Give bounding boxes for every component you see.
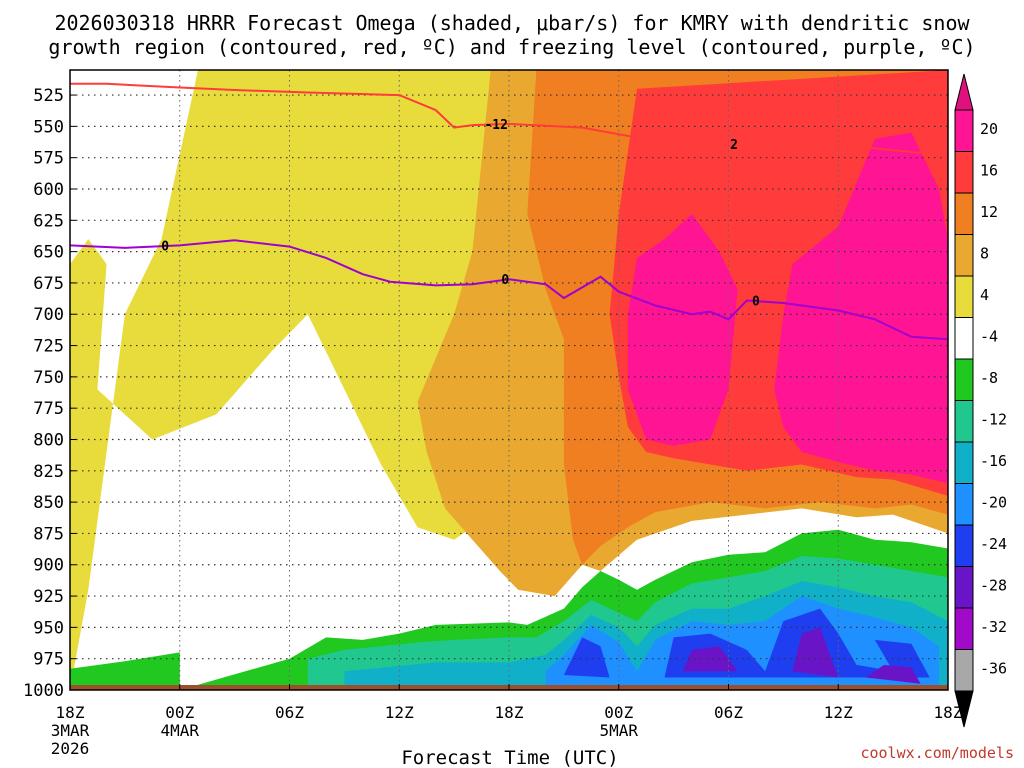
x-tick-label-2: 06Z xyxy=(275,703,304,722)
x-tick-label-8: 18Z xyxy=(934,703,963,722)
y-tick-label-850: 850 xyxy=(33,493,64,513)
contour-label-2: 2 xyxy=(730,138,738,153)
colorbar-swatch-0 xyxy=(954,109,974,152)
x-tick-label-4: 18Z xyxy=(495,703,524,722)
colorbar-over-arrow xyxy=(954,73,974,111)
colorbar-label-4: 4 xyxy=(980,286,989,304)
x-tick-year-0: 2026 xyxy=(51,739,90,758)
contour-line-0 xyxy=(70,82,949,159)
colorbar-label-10: -24 xyxy=(980,535,1007,553)
colorbar-label-11: -28 xyxy=(980,576,1007,594)
x-tick-sublabel-1: 4MAR xyxy=(160,721,199,740)
gridlines xyxy=(70,70,948,690)
y-tick-label-600: 600 xyxy=(33,180,64,200)
y-tick-label-975: 975 xyxy=(33,650,64,670)
y-tick-label-750: 750 xyxy=(33,368,64,388)
omega-region-11 xyxy=(664,608,930,678)
y-tick-label-625: 625 xyxy=(33,211,64,231)
chart-title-line-2: growth region (contoured, red, ºC) and f… xyxy=(48,35,975,59)
y-tick-label-550: 550 xyxy=(33,117,64,137)
contour-label-minus12: -12 xyxy=(484,118,507,133)
colorbar-label-6: -8 xyxy=(980,369,998,387)
colorbar-swatch-8 xyxy=(954,441,974,484)
x-tick-label-1: 00Z xyxy=(165,703,194,722)
colorbar-swatch-4 xyxy=(954,275,974,318)
y-tick-label-1000: 1000 xyxy=(23,681,64,701)
chart-title-line-1: 2026030318 HRRR Forecast Omega (shaded, … xyxy=(54,11,970,35)
contour-line-2 xyxy=(69,239,949,341)
colorbar-under-arrow xyxy=(954,690,974,728)
colorbar-label-7: -12 xyxy=(980,410,1007,428)
y-tick-label-925: 925 xyxy=(33,587,64,607)
x-tick-label-6: 06Z xyxy=(714,703,743,722)
omega-region-14 xyxy=(865,664,921,684)
colorbar-label-5: -4 xyxy=(980,327,998,345)
omega-region-5 xyxy=(627,214,738,446)
colorbar-label-13: -36 xyxy=(980,659,1007,677)
y-tick-label-950: 950 xyxy=(33,618,64,638)
colorbar-swatch-13 xyxy=(954,649,974,692)
x-tick-sublabel-5: 5MAR xyxy=(599,721,638,740)
y-tick-label-800: 800 xyxy=(33,430,64,450)
contours: -12 2 0 0 0 xyxy=(69,82,949,341)
x-axis-label: Forecast Time (UTC) xyxy=(401,747,618,768)
omega-region-13 xyxy=(792,627,839,678)
y-tick-label-700: 700 xyxy=(33,305,64,325)
x-tick-label-0: 18Z xyxy=(56,703,85,722)
colorbar-label-9: -20 xyxy=(980,493,1007,511)
x-tick-sublabel-0: 3MAR xyxy=(51,721,90,740)
colorbar-swatch-7 xyxy=(954,400,974,443)
colorbar-label-12: -32 xyxy=(980,618,1007,636)
y-tick-label-825: 825 xyxy=(33,462,64,482)
colorbar-label-1: 16 xyxy=(980,161,998,179)
credit-text: coolwx.com/models xyxy=(860,744,1014,762)
colorbar-swatch-11 xyxy=(954,566,974,609)
y-axis: 525 550 575 600 625 650 675 700 725 750 775 800 825 8… xyxy=(23,86,76,701)
contour-label-freezing-1: 0 xyxy=(501,273,509,288)
colorbar-label-3: 8 xyxy=(980,244,989,262)
colorbar-swatch-1 xyxy=(954,151,974,194)
y-tick-label-675: 675 xyxy=(33,274,64,294)
contour-label-freezing-0: 0 xyxy=(161,239,169,254)
y-tick-label-650: 650 xyxy=(33,243,64,263)
x-tick-label-5: 00Z xyxy=(604,703,633,722)
colorbar-swatch-3 xyxy=(954,234,974,277)
y-tick-label-725: 725 xyxy=(33,337,64,357)
omega-region-12 xyxy=(682,646,738,672)
colorbar-swatch-9 xyxy=(954,483,974,526)
y-tick-label-775: 775 xyxy=(33,399,64,419)
colorbar-swatch-10 xyxy=(954,524,974,567)
colorbar-label-2: 12 xyxy=(980,203,998,221)
y-tick-label-525: 525 xyxy=(33,86,64,106)
y-tick-label-875: 875 xyxy=(33,524,64,544)
y-tick-label-900: 900 xyxy=(33,556,64,576)
x-tick-label-7: 12Z xyxy=(824,703,853,722)
colorbar-swatch-2 xyxy=(954,192,974,235)
omega-region-10 xyxy=(563,637,610,678)
contour-label-freezing-2: 0 xyxy=(752,294,760,309)
y-tick-label-575: 575 xyxy=(33,149,64,169)
colorbar: 20 16 12 8 4 -4 -8 -12 -16 -20 -24 -28 -32 -36 xyxy=(954,73,1007,728)
x-tick-label-3: 12Z xyxy=(385,703,414,722)
colorbar-swatch-5 xyxy=(954,317,974,360)
colorbar-label-8: -16 xyxy=(980,452,1007,470)
colorbar-swatch-12 xyxy=(954,607,974,650)
colorbar-swatch-6 xyxy=(954,358,974,401)
colorbar-label-0: 20 xyxy=(980,120,998,138)
